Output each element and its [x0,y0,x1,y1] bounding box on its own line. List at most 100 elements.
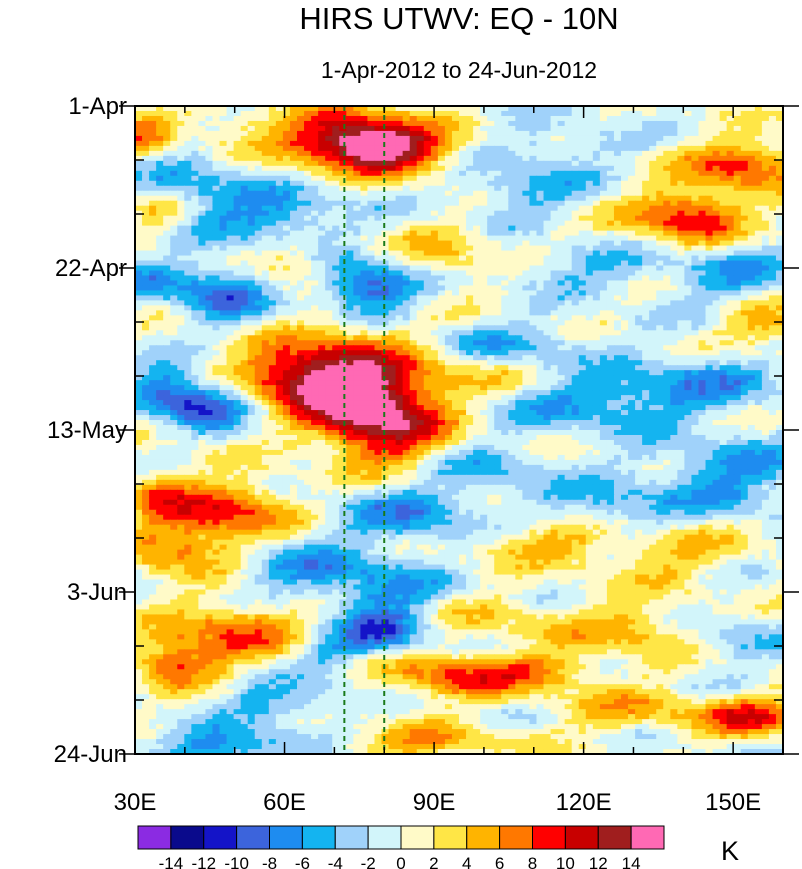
heat-cell [557,330,566,336]
heat-cell [522,230,531,237]
heat-cell [289,245,298,252]
heat-cell [719,230,728,237]
heat-cell [184,135,192,142]
heat-cell [423,130,432,137]
heat-cell [585,195,594,202]
heat-cell [423,270,432,277]
heat-cell [339,305,347,311]
heat-cell [557,275,566,282]
heat-cell [402,365,411,371]
heat-cell [747,360,756,366]
heat-cell [473,330,481,336]
heat-cell [226,295,235,301]
heat-cell [451,140,460,147]
heat-cell [135,110,143,117]
heat-cell [198,210,207,217]
heat-cell [494,315,502,321]
heat-cell [430,310,439,316]
heat-cell [240,180,249,187]
heat-cell [275,265,284,272]
heat-cell [698,135,707,142]
heat-cell [311,190,319,197]
heat-cell [754,106,763,112]
heat-cell [613,230,622,237]
heat-cell [691,125,700,132]
heat-cell [684,215,693,222]
heat-cell [325,310,333,316]
heat-cell [698,185,707,192]
heat-cell [775,325,783,331]
heat-cell [642,345,650,351]
heat-cell [628,160,636,167]
heat-cell [508,335,516,341]
heat-cell [501,365,509,371]
heat-cell [684,205,693,212]
heat-cell [191,300,199,306]
heat-cell [395,120,404,127]
heat-cell [353,120,361,127]
heat-cell [621,255,629,262]
heat-cell [156,220,164,227]
heat-cell [275,370,284,376]
heat-cell [444,130,453,137]
heat-cell [388,190,397,197]
heat-cell [374,200,383,207]
heat-cell [409,235,418,242]
heat-cell [339,175,347,182]
heat-cell [430,200,439,207]
heat-cell [374,270,383,277]
heat-cell [198,275,207,282]
heat-cell [325,155,333,162]
heat-cell [142,365,150,371]
heat-cell [282,135,291,142]
heat-cell [747,135,756,142]
heat-cell [212,355,221,361]
heat-cell [487,145,495,152]
heat-cell [381,350,390,356]
heat-cell [254,235,263,242]
heat-cell [191,215,199,222]
heat-cell [501,290,509,297]
heat-cell [691,260,700,267]
heat-cell [621,225,629,232]
heat-cell [297,270,305,277]
heat-cell [163,200,171,207]
heat-cell [304,315,312,321]
heat-cell [451,310,460,316]
heat-cell [642,290,650,297]
heat-cell [177,210,185,217]
heat-cell [726,106,735,112]
heat-cell [353,220,361,227]
heat-cell [613,165,622,172]
heat-cell [459,335,467,341]
heat-cell [613,255,622,262]
heat-cell [437,190,446,197]
heat-cell [212,305,221,311]
heat-cell [409,165,418,172]
heat-cell [733,315,742,321]
heat-cell [226,330,235,336]
heat-cell [219,135,228,142]
heat-cell [430,270,439,277]
heat-cell [656,265,664,272]
heat-cell [142,320,150,326]
heat-cell [698,370,707,376]
heat-cell [170,180,178,187]
heat-cell [268,110,277,117]
heat-cell [557,170,566,177]
heat-cell [395,255,404,262]
heat-cell [606,140,615,147]
heat-cell [515,245,523,252]
heat-cell [529,355,538,361]
heat-cell [550,195,559,202]
heat-cell [339,106,347,112]
heat-cell [170,305,178,311]
heat-cell [156,355,164,361]
heat-cell [705,190,714,197]
heat-cell [564,190,573,197]
heat-cell [170,175,178,182]
heat-cell [430,245,439,252]
heat-cell [592,140,601,147]
heat-cell [501,155,509,162]
heat-cell [635,325,643,331]
